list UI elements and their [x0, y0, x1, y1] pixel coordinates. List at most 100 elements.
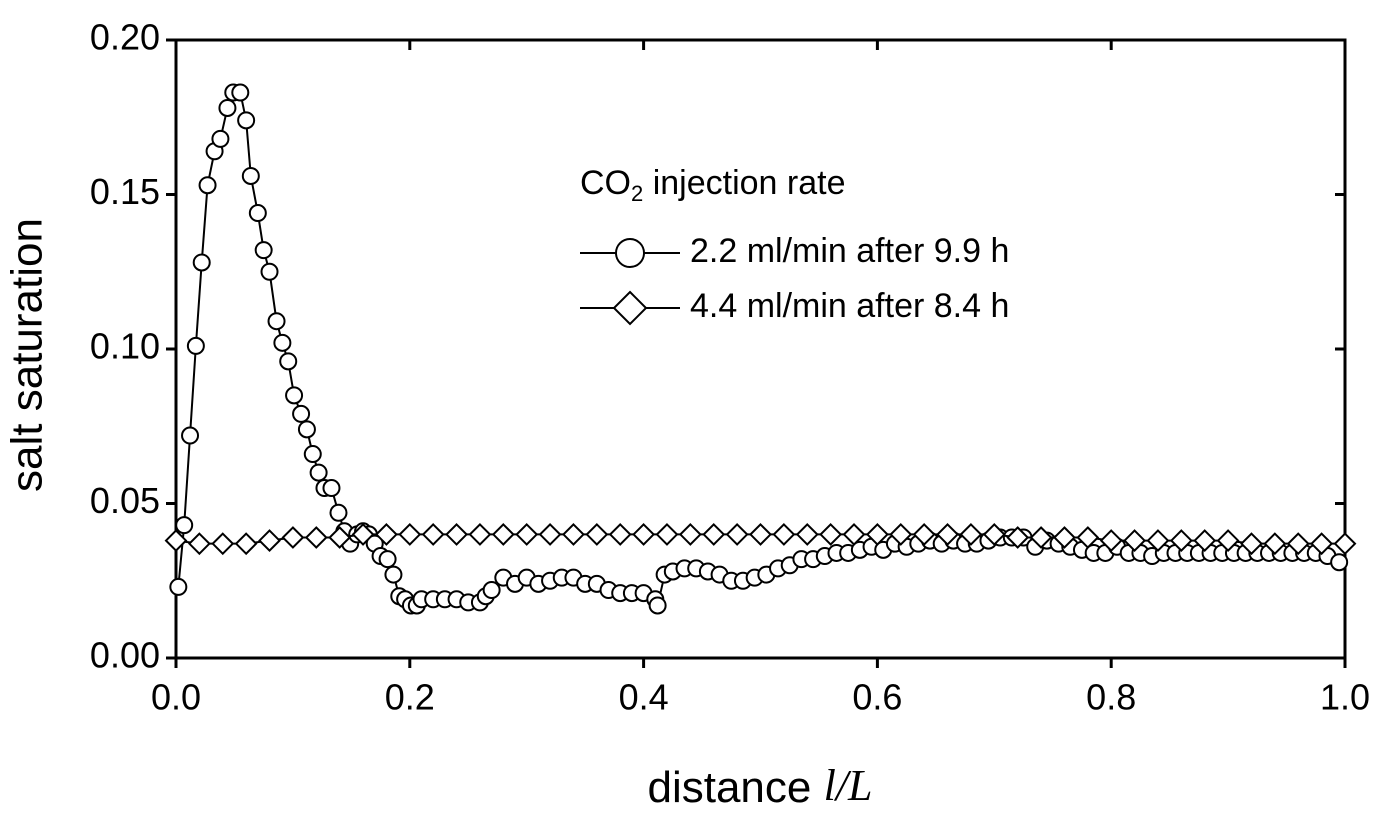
diamond-marker [421, 522, 445, 546]
x-axis-label-text: distance [647, 763, 811, 812]
x-tick-label: 0.6 [852, 677, 902, 718]
diamond-marker [725, 522, 749, 546]
diamond-marker [1029, 526, 1053, 549]
circle-marker [231, 83, 250, 102]
circle-marker [1330, 553, 1349, 572]
diamond-marker [445, 522, 468, 546]
diamond-marker [865, 522, 889, 546]
legend-label: 4.4 ml/min after 8.4 h [690, 287, 1009, 325]
diamond-marker [795, 522, 819, 546]
diamond-marker [1053, 526, 1076, 549]
y-tick-label: 0.15 [90, 171, 160, 212]
circle-marker [267, 312, 286, 331]
diamond-marker [1099, 529, 1123, 552]
diamond-marker [1333, 532, 1357, 556]
y-tick-label: 0.00 [90, 635, 160, 676]
circle-marker [279, 352, 298, 371]
legend-title-part: injection rate [643, 164, 845, 202]
circle-marker [303, 445, 322, 464]
diamond-marker [1286, 532, 1310, 556]
legend-marker [612, 290, 648, 326]
diamond-marker [842, 522, 866, 546]
diamond-marker [398, 522, 422, 546]
diamond-marker [702, 522, 726, 546]
diamond-marker [1076, 526, 1100, 549]
diamond-marker [608, 522, 632, 546]
diamond-marker [772, 522, 796, 546]
legend-title-part: CO [580, 164, 631, 202]
diamond-marker [304, 526, 328, 549]
diamond-marker [1193, 529, 1217, 552]
diamond-marker [1169, 529, 1193, 552]
x-axis-label: distance l/L [647, 761, 872, 812]
diamond-marker [258, 529, 281, 552]
diamond-marker [375, 522, 398, 546]
circle-marker [181, 426, 200, 445]
circle-marker [329, 503, 348, 522]
circle-marker [322, 479, 341, 498]
circle-marker [198, 176, 217, 195]
plot-frame [174, 38, 1347, 660]
legend-label: 2.2 ml/min after 9.9 h [690, 232, 1009, 270]
circle-marker [285, 386, 304, 405]
diamond-marker [538, 522, 562, 546]
diamond-marker [749, 522, 772, 546]
diamond-marker [1146, 529, 1170, 552]
diamond-marker [491, 522, 515, 546]
circle-marker [175, 516, 194, 535]
x-tick-label: 0.4 [619, 677, 669, 718]
x-tick-label: 0.8 [1086, 677, 1136, 718]
circle-marker [292, 404, 311, 423]
circle-marker [211, 129, 230, 148]
legend-marker [615, 238, 645, 268]
diamond-marker [655, 522, 679, 546]
circle-marker [648, 596, 667, 615]
circle-marker [186, 336, 205, 355]
diamond-marker [281, 526, 305, 549]
diamond-marker [632, 522, 656, 546]
x-tick-label: 0.0 [151, 677, 201, 718]
y-tick-label: 0.10 [90, 326, 160, 367]
legend-title-part: 2 [631, 181, 643, 206]
diamond-marker [1123, 529, 1146, 552]
diamond-marker [585, 522, 609, 546]
circle-marker [192, 253, 211, 272]
circle-marker [309, 463, 328, 482]
diamond-marker [328, 526, 352, 549]
y-axis-label: salt saturation [3, 218, 52, 492]
diamond-marker [234, 532, 258, 556]
legend: CO2 injection rate 2.2 ml/min after 9.9 h… [580, 164, 1009, 326]
diamond-marker [1216, 529, 1240, 552]
diamond-marker [936, 522, 959, 546]
diamond-marker [515, 522, 539, 546]
diamond-marker [187, 532, 211, 556]
diamond-marker [678, 522, 702, 546]
x-axis-variable: l/L [824, 761, 873, 810]
legend-title: CO2 injection rate [580, 164, 845, 206]
diamond-marker [889, 522, 913, 546]
diamond-marker [164, 529, 188, 552]
diamond-marker [211, 532, 235, 556]
circle-marker [237, 111, 256, 130]
diamond-marker [468, 522, 492, 546]
diamond-marker [562, 522, 585, 546]
circle-marker [384, 565, 403, 584]
diamond-marker [959, 522, 983, 546]
circle-marker [378, 550, 397, 569]
y-tick-label: 0.05 [90, 480, 160, 521]
circle-marker [273, 333, 292, 352]
x-tick-label: 1.0 [1320, 677, 1370, 718]
diamond-marker [912, 522, 936, 546]
circle-marker [248, 204, 267, 223]
circle-marker [169, 577, 188, 596]
diamond-marker [1006, 526, 1030, 549]
circle-marker [482, 581, 501, 600]
diamond-marker [1240, 532, 1263, 556]
circle-marker [241, 166, 260, 185]
circle-marker [297, 420, 316, 439]
circle-marker [218, 98, 237, 117]
diamond-marker [819, 522, 843, 546]
diamond-marker [1310, 532, 1334, 556]
